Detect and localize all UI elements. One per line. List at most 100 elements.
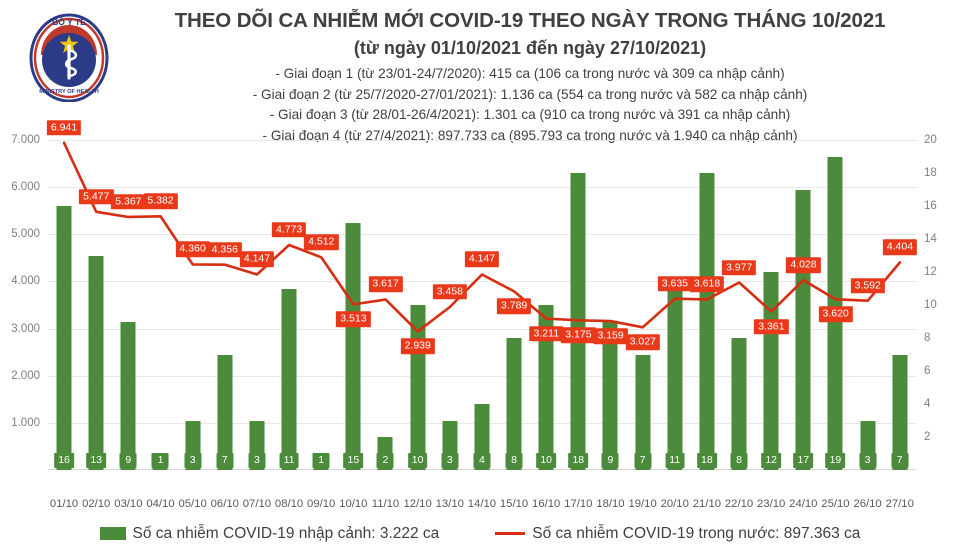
bar-slot: 15	[337, 140, 369, 470]
x-axis-tick: 07/10	[242, 498, 272, 510]
line-value-label: 5.477	[79, 189, 114, 205]
bar-slot: 7	[209, 140, 241, 470]
x-axis-tick: 26/10	[853, 498, 882, 510]
bar[interactable]	[731, 338, 747, 470]
plot-area: 16 13 9 1 3 7 3 11 1 15 2 10 3 4 8 10 18 9 7 11 18 8 12 17 19 3 7 …	[46, 120, 918, 470]
bar[interactable]	[635, 354, 651, 470]
line-value-label: 3.159	[593, 328, 628, 344]
bar-value-label: 3	[248, 452, 266, 468]
x-axis-tick: 22/10	[724, 498, 754, 510]
bar-slot: 9	[594, 140, 626, 470]
line-value-label: 6.941	[46, 120, 82, 136]
bar-slot: 9	[112, 140, 144, 470]
bar-slot: 2	[369, 140, 401, 470]
bar-value-label: 16	[54, 452, 74, 468]
legend-item-domestic[interactable]: Số ca nhiễm COVID-19 trong nước: 897.363…	[495, 525, 860, 543]
x-axis-tick: 04/10	[146, 498, 175, 510]
logo-top-text: BỘ Y TẾ	[52, 16, 86, 27]
bar-value-label: 8	[505, 452, 523, 468]
x-axis-tick: 14/10	[467, 498, 497, 510]
chart-legend: Số ca nhiễm COVID-19 nhập cảnh: 3.222 ca…	[0, 520, 960, 547]
line-value-label: 3.620	[818, 306, 853, 323]
bar-slot: 3	[434, 140, 466, 470]
x-axis-tick: 23/10	[757, 498, 786, 510]
y-right-tick: 6	[924, 365, 931, 377]
line-value-label: 3.617	[368, 276, 403, 293]
bar-value-label: 11	[279, 452, 299, 468]
bar-slot: 1	[144, 140, 176, 470]
bar[interactable]	[217, 354, 233, 470]
bar[interactable]	[699, 173, 715, 470]
y-right-tick: 18	[924, 167, 937, 179]
bar-value-label: 3	[184, 452, 202, 468]
x-axis-tick: 13/10	[435, 498, 464, 510]
bar-value-label: 3	[859, 452, 877, 468]
y-left-tick: 2.000	[11, 369, 40, 382]
bar-slot: 4	[466, 140, 498, 470]
phase-line-1: - Giai đoạn 1 (từ 23/01-24/7/2020): 415 …	[275, 65, 785, 81]
line-value-label: 4.404	[882, 239, 918, 256]
bar-value-label: 9	[601, 452, 619, 468]
line-value-label: 4.028	[786, 257, 821, 273]
legend-item-imported[interactable]: Số ca nhiễm COVID-19 nhập cảnh: 3.222 ca	[99, 524, 440, 543]
bar[interactable]	[345, 222, 361, 470]
x-axis-labels: 01/10 02/10 03/10 04/10 05/10 06/10 07/10 08/10…	[48, 498, 916, 520]
bar-value-label: 8	[730, 452, 748, 468]
bar-slot: 16	[48, 140, 80, 470]
bar-slot: 11	[273, 140, 305, 470]
bar-value-label: 18	[568, 452, 589, 468]
x-axis-tick: 12/10	[403, 498, 432, 510]
y-left-tick: 6.000	[11, 181, 40, 194]
bar-value-label: 7	[891, 452, 909, 468]
y-right-tick: 16	[924, 200, 937, 212]
x-axis-tick: 06/10	[210, 498, 239, 510]
line-value-label: 3.635	[657, 275, 693, 292]
legend-line-swatch-icon	[495, 532, 526, 535]
bar-slot: 7	[627, 140, 659, 470]
bar[interactable]	[88, 255, 104, 470]
x-axis-tick: 16/10	[532, 498, 561, 510]
x-axis-tick: 11/10	[371, 498, 400, 510]
bar-value-label: 12	[761, 452, 781, 468]
line-value-label: 3.977	[722, 259, 757, 276]
y-left-tick: 3.000	[11, 322, 40, 335]
bar[interactable]	[892, 354, 908, 470]
y-axis-left: 1.000 2.000 3.000 4.000 5.000 6.000 7.000	[0, 134, 46, 470]
bar[interactable]	[120, 321, 136, 470]
legend-bar-label: Số ca nhiễm COVID-19 nhập cảnh: 3.222 ca	[132, 524, 440, 542]
x-axis-tick: 27/10	[885, 498, 914, 510]
line-value-label: 3.361	[754, 318, 789, 335]
y-right-tick: 20	[924, 134, 937, 146]
bar[interactable]	[602, 321, 618, 470]
gridline	[48, 281, 916, 283]
bar-slot: 8	[723, 140, 755, 470]
bar[interactable]	[281, 288, 297, 470]
bar-value-label: 11	[665, 452, 685, 468]
gridline	[48, 234, 916, 236]
legend-bar-swatch-icon	[99, 527, 126, 540]
y-left-tick: 4.000	[11, 275, 40, 288]
bar[interactable]	[538, 305, 554, 470]
line-value-label: 3.592	[850, 277, 885, 294]
bar[interactable]	[667, 288, 683, 470]
line-value-label: 3.027	[625, 334, 660, 351]
bar-value-label: 1	[312, 452, 330, 468]
x-axis-tick: 15/10	[499, 498, 529, 510]
bar-slot: 13	[80, 140, 112, 470]
y-right-tick: 8	[924, 332, 931, 344]
x-axis-tick: 25/10	[821, 498, 850, 510]
line-series	[48, 140, 916, 470]
bar[interactable]	[56, 206, 72, 470]
page-title: THEO DÕI CA NHIỄM MỚI COVID-19 THEO NGÀY…	[174, 9, 886, 32]
y-left-tick: 5.000	[11, 228, 40, 241]
bar[interactable]	[506, 338, 522, 470]
bar-slot: 3	[852, 140, 884, 470]
line-value-label: 4.147	[239, 251, 275, 268]
page-subtitle: (từ ngày 01/10/2021 đến ngày 27/10/2021)	[353, 37, 707, 58]
phase-summary-list: - Giai đoạn 1 (từ 23/01-24/7/2020): 415 …	[115, 64, 945, 147]
bar-value-label: 18	[697, 452, 717, 468]
y-left-tick: 7.000	[11, 134, 40, 146]
phase-line-3: - Giai đoạn 3 (từ 28/01-26/4/2021): 1.30…	[269, 107, 791, 123]
line-value-label: 3.513	[336, 311, 371, 328]
